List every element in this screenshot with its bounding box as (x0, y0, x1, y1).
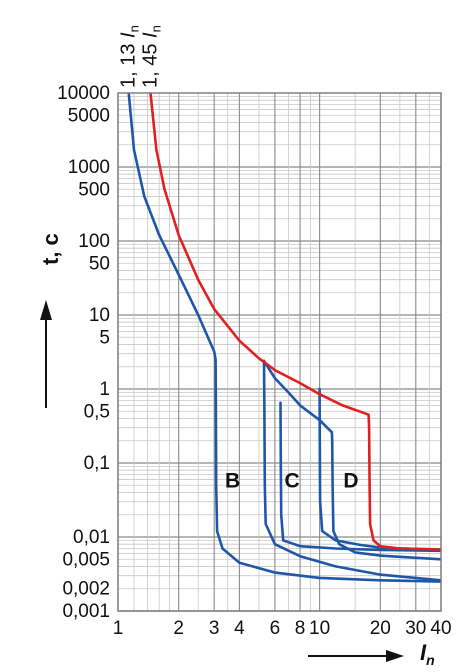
series-line-5 (318, 387, 441, 552)
grid (117, 93, 442, 612)
y-tick-label: 0,005 (62, 549, 110, 570)
y-tick-label: 0,01 (73, 527, 110, 548)
plot-frame (117, 92, 442, 612)
top-label-2: 1, 45 In (140, 25, 164, 88)
top-labels: 1, 13 In1, 45 In (118, 25, 164, 88)
y-tick-label: 10000 (57, 83, 110, 104)
y-tick-label: 0,002 (62, 579, 110, 600)
x-tick-label: 2 (173, 618, 184, 639)
zone-label-d: D (343, 469, 358, 492)
x-axis-arrow-head (386, 650, 404, 662)
y-tick-label: 1 (99, 379, 110, 400)
x-tick-label: 8 (295, 618, 306, 639)
zone-labels: B C D (225, 469, 359, 492)
series-line-6 (149, 93, 441, 551)
y-tick-label: 500 (78, 179, 110, 200)
zone-label-c: C (284, 469, 299, 492)
zone-label-b: B (225, 469, 240, 492)
y-tick-label: 5 (99, 327, 110, 348)
x-tick-label: 6 (270, 618, 281, 639)
y-tick-label: 0,001 (62, 601, 110, 622)
x-tick-label: 3 (209, 618, 220, 639)
series-line-2 (262, 359, 441, 561)
x-tick-label: 10 (309, 618, 330, 639)
x-tick-label: 1 (113, 618, 124, 639)
x-tick-label: 30 (405, 618, 426, 639)
series-line-1 (127, 93, 441, 583)
y-tick-label: 0,5 (84, 401, 110, 422)
series-layer (127, 93, 441, 583)
x-tick-labels: 1 2 3 4 6 8 10 20 30 40 (113, 618, 452, 639)
x-tick-label: 4 (234, 618, 245, 639)
y-tick-label: 1000 (68, 157, 110, 178)
y-tick-label: 5000 (68, 105, 110, 126)
y-tick-label: 100 (78, 231, 110, 252)
top-label-1: 1, 13 In (118, 25, 142, 88)
x-tick-label: 40 (430, 618, 451, 639)
y-axis-arrow-head (40, 300, 52, 320)
y-axis-label: t, c (38, 233, 63, 265)
series-line-3 (262, 359, 441, 582)
series-line-4 (279, 401, 441, 553)
y-tick-label: 0,1 (84, 453, 110, 474)
x-tick-label: 20 (370, 618, 391, 639)
y-tick-label: 50 (89, 253, 110, 274)
y-tick-label: 10 (89, 305, 110, 326)
x-axis-label: In (420, 640, 435, 668)
